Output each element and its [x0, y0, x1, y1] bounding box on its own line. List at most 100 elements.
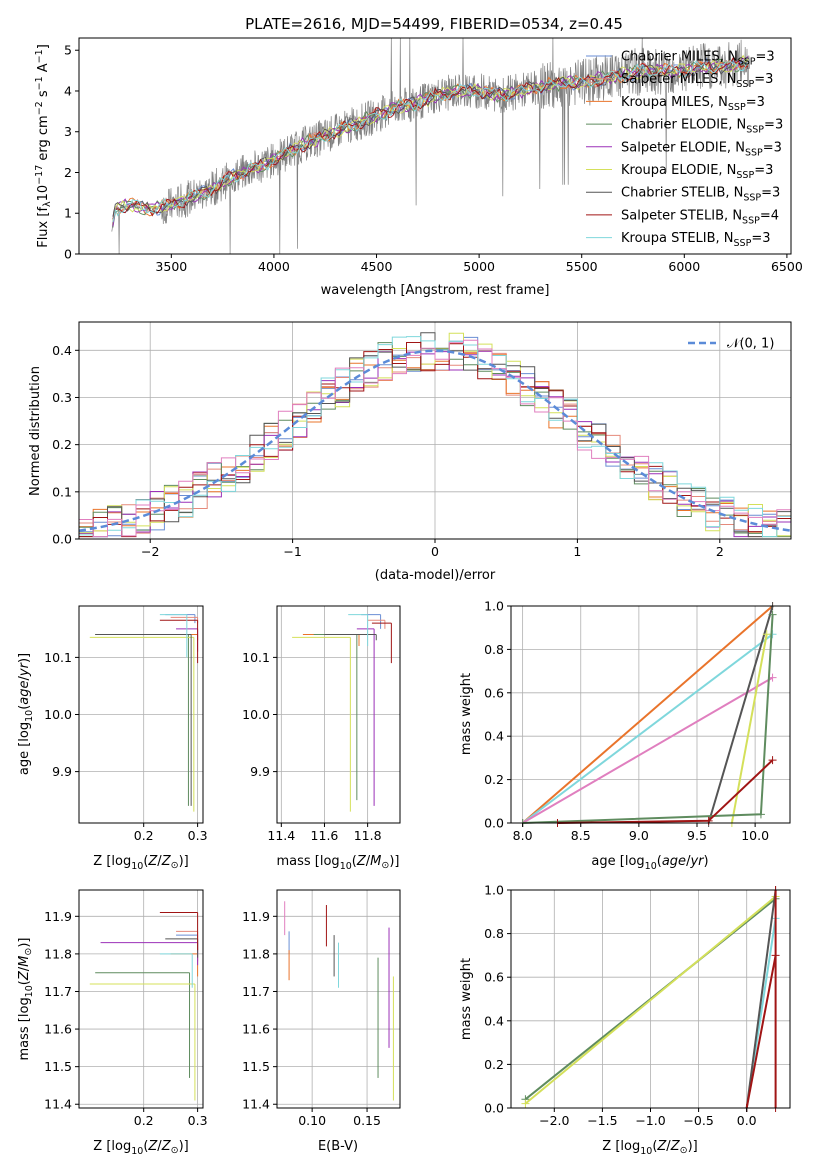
- age-Z-ylabel-part: age: [17, 680, 32, 704]
- mass-Z-xlabel-part: /: [157, 1139, 162, 1154]
- mw-Z-xtick-label: −0.5: [683, 1113, 713, 1128]
- age-mass-ytick-label: 9.9: [250, 764, 270, 779]
- mw-age-xlabel-part: age: [662, 854, 686, 869]
- legend-entry-part: Salpeter ELODIE, N: [621, 140, 745, 155]
- residuals-xtick-label: 2: [716, 544, 724, 559]
- mass-ebv-ytick-label: 11.6: [242, 1022, 270, 1037]
- mass-Z-xlabel-part: 10: [131, 1146, 143, 1157]
- spectrum-ylabel: Flux [fλ10−17 erg cm−2 s−1 A−1]: [34, 44, 53, 248]
- mass-ebv-ytick-label: 11.4: [242, 1097, 270, 1112]
- mw-Z-xlabel: Z [log10(Z/Z⊙)]: [602, 1139, 697, 1157]
- residuals-xtick-label: −2: [141, 544, 159, 559]
- legend-entry-part: Kroupa MILES, N: [621, 95, 728, 110]
- spectrum-model-line: [112, 56, 749, 220]
- legend-entry-part: Kroupa STELIB, N: [621, 231, 734, 246]
- legend-entry: Salpeter ELODIE, NSSP=3: [621, 140, 782, 158]
- spectrum-ylabel-part: s: [36, 90, 51, 101]
- mass-weight-marker: [521, 1099, 530, 1108]
- mw-Z-ytick-label: 0.8: [484, 926, 504, 941]
- data-layer: [78, 37, 792, 1112]
- mw-Z-xtick-label: −1.0: [635, 1113, 665, 1128]
- residual-ylabel-part: Normed distribution: [28, 366, 43, 496]
- age-Z-xlabel-part: Z: [147, 854, 158, 869]
- mass-Z-ylabel: mass [log10(Z/M⊙)]: [17, 937, 35, 1060]
- mass-weight-line: [521, 633, 774, 824]
- grid-layer: [79, 322, 791, 1109]
- mass-Z-ylabel-part: /: [17, 966, 32, 971]
- mw-age-xlabel-part: /: [686, 854, 691, 869]
- legend-entry-part: SSP: [736, 170, 754, 181]
- mass-Z-ylabel-part: 10: [24, 985, 35, 997]
- mw-Z-xtick-label: −1.5: [587, 1113, 617, 1128]
- residuals-xtick-label: 1: [573, 544, 581, 559]
- legend-entry-part: SSP: [728, 102, 746, 113]
- mw-age-ylabel-part: mass weight: [459, 673, 474, 755]
- mass-ebv-ytick-label: 11.7: [242, 984, 270, 999]
- age-mass-xtick-label: 11.4: [267, 828, 295, 843]
- mass-ebv-ytick-label: 11.5: [242, 1059, 270, 1074]
- age-Z-xlabel-part: Z: [161, 854, 172, 869]
- legend-entry-part: =3: [754, 163, 773, 178]
- spectrum-ylabel-part: Flux [f: [36, 207, 51, 248]
- text-layer: 3500 4000 4500 5000 5500 6000 6500 0 1 2 3 4 5 Chabri…: [17, 43, 803, 1157]
- age-mass-xlabel: mass [log10(Z/M⊙)]: [276, 854, 399, 872]
- mass-Z-ytick-label: 11.5: [44, 1059, 72, 1074]
- mw-Z-xlabel-part: ⊙: [680, 1145, 688, 1156]
- mass-Z-xlabel-part: )]: [179, 1139, 189, 1154]
- spectrum-ytick-label: 1: [64, 206, 72, 221]
- mass-ebv-xtick-label: 0.10: [298, 1113, 326, 1128]
- residual-ylabel: Normed distribution: [28, 366, 43, 496]
- mw-Z-ytick-label: 1.0: [484, 883, 504, 898]
- spectrum-model-line: [112, 60, 749, 223]
- age-Z-xlabel-part: /: [157, 854, 162, 869]
- residuals-ytick-label: 0.1: [52, 484, 72, 499]
- mass-weight-marker: [756, 810, 765, 819]
- legend-entry-part: Salpeter MILES, N: [621, 72, 736, 87]
- age-Z-xlabel-part: 10: [131, 861, 143, 872]
- legend-entry-part: Chabrier MILES, N: [621, 50, 738, 65]
- mass-Z-ytick-label: 11.9: [44, 909, 72, 924]
- mass-weight-line: [522, 676, 774, 824]
- residuals-xtick-label: −1: [283, 544, 301, 559]
- mw-Z-xtick-label: −2.0: [539, 1113, 569, 1128]
- mw-Z-xlabel-part: /: [666, 1139, 671, 1154]
- mw-age-ytick-label: 0.8: [484, 642, 504, 657]
- figure-title: PLATE=2616, MJD=54499, FIBERID=0534, z=0…: [245, 15, 623, 33]
- mw-age-ytick-label: 0.2: [484, 772, 504, 787]
- spectrum-xtick-label: 6000: [668, 259, 700, 274]
- legend-entry-part: =3: [754, 72, 773, 87]
- mw-Z-ytick-label: 0.0: [484, 1101, 504, 1116]
- age-Z-ylabel-part: 10: [24, 710, 35, 722]
- spectrum-ylabel-part: −1: [34, 49, 45, 63]
- legend-entry-part: =4: [760, 208, 779, 223]
- mw-Z-ylabel-part: mass weight: [459, 958, 474, 1040]
- spectrum-xtick-label: 5000: [463, 259, 495, 274]
- mass-Z-ylabel-part: )]: [17, 937, 32, 947]
- spectrum-ylabel-part: ]: [36, 44, 51, 49]
- residual-xlabel-part: (data-model)/error: [375, 568, 496, 583]
- residual-histogram: [79, 339, 791, 538]
- age-Z-xtick-label: 0.2: [134, 828, 154, 843]
- age-Z-ylabel: age [log10(age/yr)]: [17, 653, 35, 775]
- legend-entry-part: =3: [746, 95, 765, 110]
- mass-ebv-ytick-label: 11.8: [242, 946, 270, 961]
- legend-entry: Kroupa ELODIE, NSSP=3: [621, 163, 773, 181]
- age-Z-ytick-label: 10.0: [44, 707, 72, 722]
- mw-Z-ytick-label: 0.4: [484, 1013, 504, 1028]
- mw-Z-xlabel-part: Z: [670, 1139, 681, 1154]
- legend-entry-part: Salpeter STELIB, N: [621, 208, 742, 223]
- mass-weight-line: [707, 605, 774, 824]
- mw-age-xlabel: age [log10(age/yr): [591, 854, 708, 872]
- normal-curve: [78, 349, 792, 532]
- residual-histogram: [79, 336, 791, 538]
- mass-weight-marker: [768, 756, 777, 765]
- mass-Z-xlabel-part: Z: [161, 1139, 172, 1154]
- age-Z-ylabel-part: )]: [17, 653, 32, 663]
- age-mass-xlabel-part: 10: [340, 861, 352, 872]
- legend-entry-part: SSP: [746, 125, 764, 136]
- legend-entry-part: Chabrier STELIB, N: [621, 186, 743, 201]
- mass-Z-ylabel-part: mass [log: [17, 997, 32, 1060]
- legend-entry: Chabrier ELODIE, NSSP=3: [621, 118, 783, 136]
- mw-age-xlabel-part: yr: [689, 854, 705, 869]
